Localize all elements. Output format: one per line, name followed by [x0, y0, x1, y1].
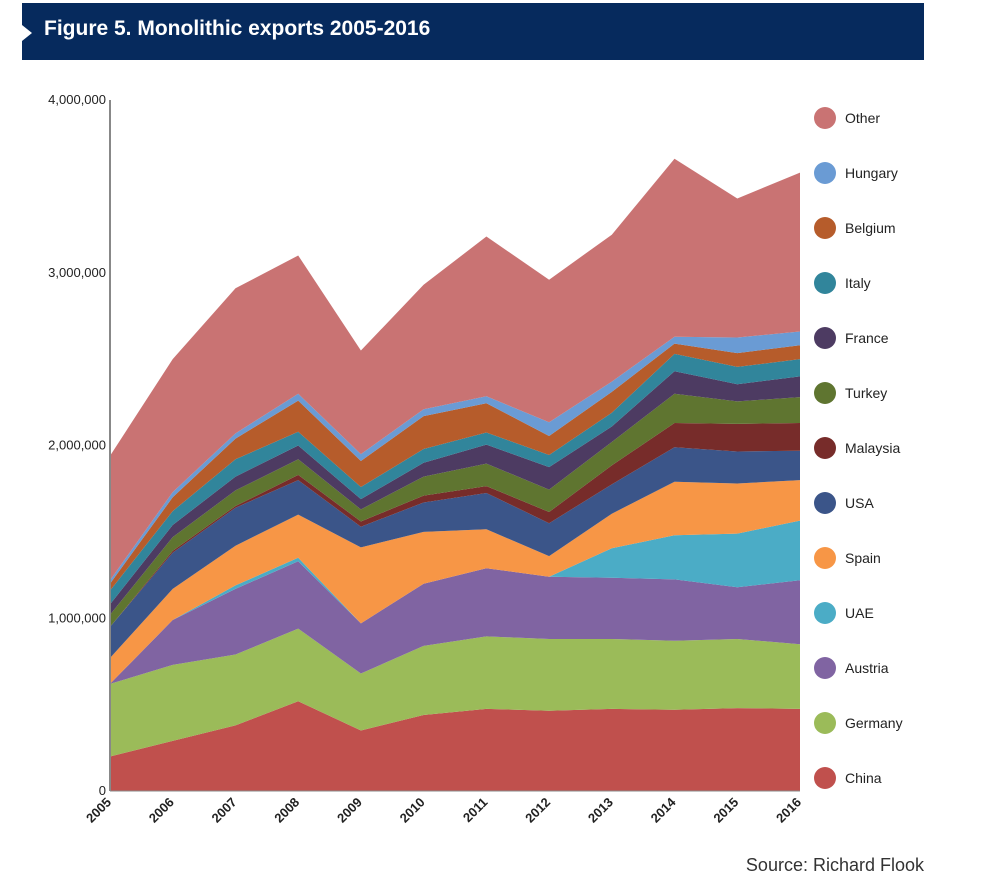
legend-swatch-italy	[814, 272, 836, 294]
x-tick-label: 2010	[397, 795, 428, 826]
legend-swatch-malaysia	[814, 437, 836, 459]
title-arrow-icon	[22, 25, 32, 41]
area-turkey	[110, 393, 800, 627]
legend-label-malaysia: Malaysia	[845, 440, 900, 456]
x-tick-label: 2013	[585, 795, 616, 826]
area-malaysia	[110, 423, 800, 627]
area-italy	[110, 353, 800, 605]
legend-label-other: Other	[845, 110, 880, 126]
legend-swatch-spain	[814, 547, 836, 569]
legend-label-austria: Austria	[845, 660, 889, 676]
y-tick-label: 2,000,000	[48, 438, 106, 453]
legend-label-spain: Spain	[845, 550, 881, 566]
y-tick-label: 4,000,000	[48, 92, 106, 107]
legend-swatch-germany	[814, 712, 836, 734]
area-uae	[110, 520, 800, 684]
x-tick-label: 2005	[83, 795, 114, 826]
x-tick-label: 2012	[522, 795, 553, 826]
legend-label-italy: Italy	[845, 275, 871, 291]
legend-swatch-china	[814, 767, 836, 789]
x-tick-label: 2016	[773, 795, 804, 826]
legend-label-france: France	[845, 330, 889, 346]
area-austria	[110, 561, 800, 684]
legend-swatch-belgium	[814, 217, 836, 239]
legend-swatch-hungary	[814, 162, 836, 184]
area-germany	[110, 628, 800, 757]
legend-swatch-france	[814, 327, 836, 349]
x-tick-label: 2015	[710, 795, 741, 826]
legend-label-usa: USA	[845, 495, 874, 511]
x-tick-label: 2008	[271, 795, 302, 826]
area-france	[110, 371, 800, 615]
legend-swatch-other	[814, 107, 836, 129]
legend-label-china: China	[845, 770, 882, 786]
legend-label-hungary: Hungary	[845, 165, 898, 181]
x-tick-label: 2014	[648, 794, 680, 826]
legend-label-belgium: Belgium	[845, 220, 896, 236]
legend-swatch-turkey	[814, 382, 836, 404]
legend-label-turkey: Turkey	[845, 385, 887, 401]
y-tick-label: 0	[99, 783, 106, 798]
x-tick-label: 2006	[146, 795, 177, 826]
legend-swatch-uae	[814, 602, 836, 624]
chart-title: Figure 5. Monolithic exports 2005-2016	[44, 17, 431, 40]
y-tick-label: 1,000,000	[48, 610, 106, 625]
x-tick-label: 2007	[209, 795, 240, 826]
source-note: Source: Richard Flook	[745, 855, 924, 875]
x-tick-label: 2009	[334, 795, 365, 826]
x-tick-label: 2011	[460, 795, 491, 826]
legend-swatch-usa	[814, 492, 836, 514]
area-other	[110, 158, 800, 581]
legend-label-germany: Germany	[845, 715, 903, 731]
legend-label-uae: UAE	[845, 605, 874, 621]
legend-swatch-austria	[814, 657, 836, 679]
area-usa	[110, 447, 800, 658]
y-tick-label: 3,000,000	[48, 265, 106, 280]
title-bar: Figure 5. Monolithic exports 2005-2016	[22, 3, 924, 60]
area-china	[110, 701, 800, 791]
area-spain	[110, 480, 800, 684]
